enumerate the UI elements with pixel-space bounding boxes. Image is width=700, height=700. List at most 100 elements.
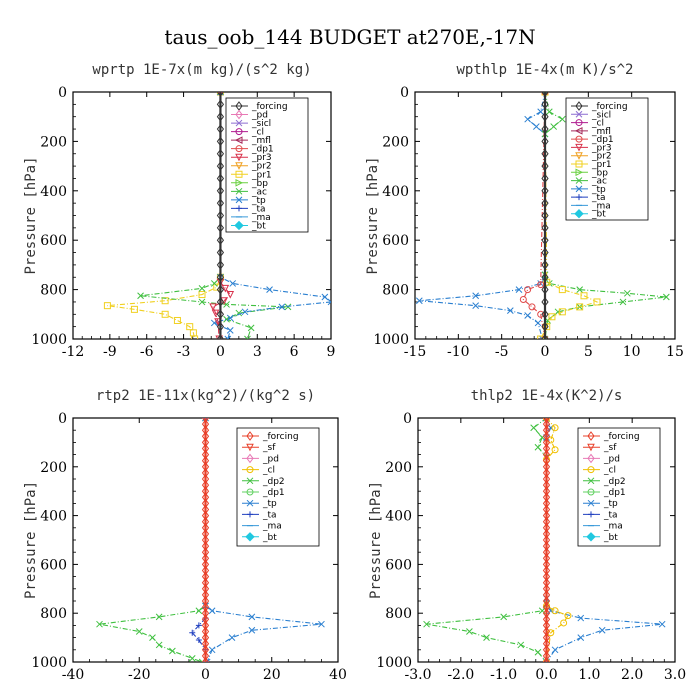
legend-label: _mfl bbox=[251, 136, 271, 146]
series-point bbox=[216, 223, 225, 233]
series-point bbox=[542, 596, 551, 606]
legend-label: _mfl bbox=[591, 127, 611, 137]
series-point bbox=[542, 577, 551, 588]
series-line-pr3 bbox=[212, 92, 231, 339]
legend-label: _dp2 bbox=[603, 477, 626, 487]
series-group bbox=[423, 418, 666, 662]
series-point bbox=[266, 286, 273, 293]
series-point bbox=[577, 634, 585, 641]
series-point bbox=[137, 292, 144, 300]
legend-marker bbox=[235, 196, 243, 204]
legend-label: _sicl bbox=[591, 110, 611, 120]
y-tick-label: 400 bbox=[382, 184, 409, 200]
series-point bbox=[541, 334, 549, 339]
series-point bbox=[542, 547, 551, 558]
y-tick-label: 400 bbox=[40, 509, 67, 525]
series-point bbox=[209, 303, 217, 312]
series-point bbox=[201, 632, 210, 643]
series-point bbox=[542, 449, 551, 460]
legend-marker bbox=[575, 101, 583, 111]
legend-label: _pd bbox=[251, 111, 268, 121]
legend-label: _pd bbox=[262, 454, 279, 464]
legend-label: _forcing bbox=[591, 102, 628, 112]
legend-marker bbox=[235, 170, 243, 178]
series-line-dp2 bbox=[426, 418, 548, 662]
series-point bbox=[542, 553, 551, 564]
legend: _forcing_pd_sicl_cl_mfl_dp1_pr3_pr2_pr1_… bbox=[225, 97, 309, 233]
series-point bbox=[542, 480, 551, 490]
series-point bbox=[201, 418, 210, 423]
legend-label: _dp2 bbox=[262, 477, 285, 487]
series-point bbox=[541, 260, 549, 270]
series-point bbox=[201, 559, 210, 570]
y-tick-label: 0 bbox=[58, 411, 67, 427]
series-point bbox=[551, 424, 559, 432]
series-point bbox=[542, 474, 551, 484]
series-point bbox=[551, 607, 559, 615]
series-point bbox=[201, 480, 210, 490]
legend: _forcing_sicl_cl_mfl_dp1_pr3_pr2_pr1_bp_… bbox=[565, 97, 649, 221]
x-tick-label: -5 bbox=[495, 344, 509, 360]
series-point bbox=[216, 161, 225, 171]
legend-marker bbox=[575, 185, 583, 193]
series-point bbox=[542, 443, 551, 454]
series-point bbox=[662, 293, 670, 301]
legend-label: _pr3 bbox=[591, 143, 612, 153]
series-point bbox=[542, 468, 551, 478]
series-line-pr1 bbox=[107, 92, 221, 339]
x-tick-label: -2.0 bbox=[447, 667, 474, 683]
series-point bbox=[542, 455, 551, 466]
series-point bbox=[216, 247, 225, 258]
x-tick-label: 0 bbox=[216, 344, 225, 360]
legend-label: _tp bbox=[591, 185, 606, 195]
series-point bbox=[186, 323, 194, 331]
panel-title: wprtp 1E-7x(m kg)/(s^2 kg) bbox=[92, 62, 311, 78]
series-point bbox=[542, 437, 551, 448]
series-point bbox=[241, 308, 249, 316]
legend-label: _ta bbox=[251, 204, 266, 214]
series-point bbox=[198, 291, 206, 299]
series-point bbox=[216, 260, 225, 270]
series-point bbox=[155, 641, 163, 649]
series-point bbox=[191, 335, 199, 339]
series-point bbox=[515, 286, 523, 293]
legend-marker bbox=[575, 135, 583, 143]
series-point bbox=[321, 293, 329, 301]
series-line-pr1 bbox=[540, 92, 599, 339]
series-point bbox=[173, 316, 181, 324]
series-point bbox=[149, 634, 156, 641]
series-point bbox=[216, 297, 225, 307]
series-point bbox=[541, 223, 549, 233]
series-point bbox=[201, 437, 210, 448]
series-group bbox=[103, 92, 331, 339]
series-point bbox=[103, 302, 111, 310]
series-point bbox=[541, 247, 549, 258]
legend-marker bbox=[587, 431, 595, 441]
series-point bbox=[216, 99, 225, 110]
series-point bbox=[216, 235, 225, 246]
x-tick-label: 0 bbox=[541, 344, 550, 360]
legend-marker bbox=[574, 127, 583, 135]
series-point bbox=[542, 535, 551, 545]
series-point bbox=[541, 124, 549, 134]
legend-label: _pr2 bbox=[591, 152, 612, 162]
series-point bbox=[198, 298, 206, 306]
legend-label: _ma bbox=[251, 213, 271, 223]
series-point bbox=[201, 541, 210, 551]
legend-marker bbox=[588, 511, 594, 518]
series-point bbox=[201, 431, 210, 442]
legend-marker bbox=[246, 466, 254, 474]
series-point bbox=[542, 559, 551, 570]
series-point bbox=[161, 310, 169, 318]
series-point bbox=[543, 323, 551, 331]
series-point bbox=[284, 303, 292, 311]
y-axis-label: Pressure [hPa] bbox=[365, 156, 381, 274]
legend-marker bbox=[575, 143, 583, 152]
series-point bbox=[247, 324, 255, 332]
y-tick-label: 200 bbox=[382, 134, 409, 150]
legend-marker bbox=[234, 136, 243, 144]
series-point bbox=[541, 92, 549, 97]
series-point bbox=[201, 504, 210, 515]
x-tick-label: 5 bbox=[584, 344, 593, 360]
